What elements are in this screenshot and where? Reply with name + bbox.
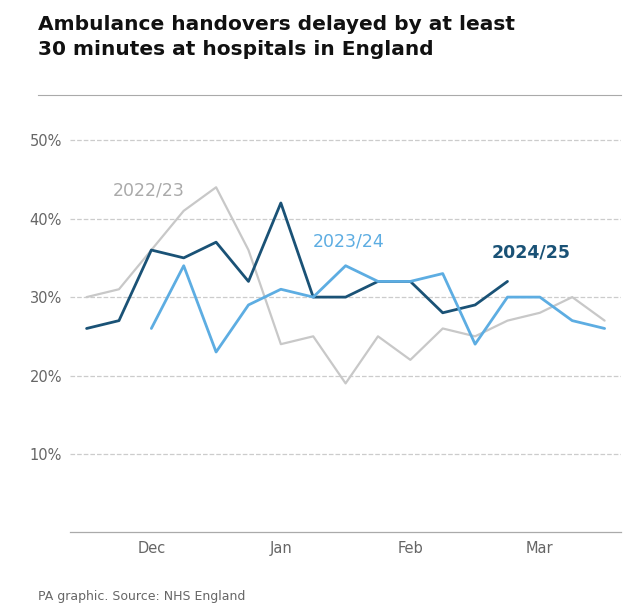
Text: 2022/23: 2022/23: [113, 181, 184, 199]
Text: 2023/24: 2023/24: [313, 232, 385, 250]
Text: 2024/25: 2024/25: [492, 244, 570, 262]
Text: Ambulance handovers delayed by at least
30 minutes at hospitals in England: Ambulance handovers delayed by at least …: [38, 15, 515, 59]
Text: PA graphic. Source: NHS England: PA graphic. Source: NHS England: [38, 590, 246, 603]
